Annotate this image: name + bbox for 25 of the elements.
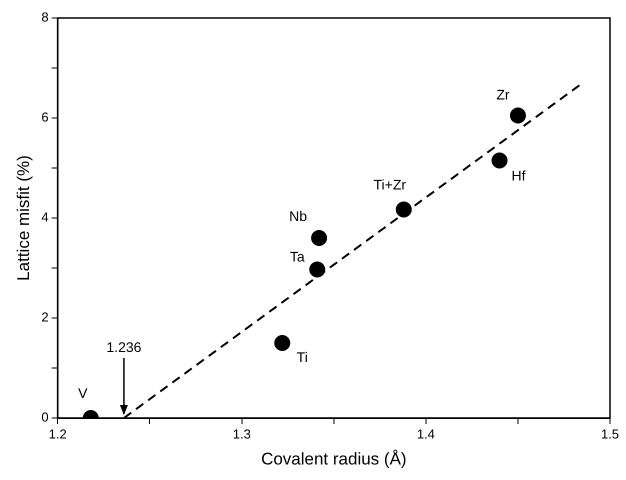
annotation: Hf [512, 167, 526, 184]
point [492, 152, 508, 168]
point [396, 202, 412, 218]
x-tick-label: 1.2 [48, 426, 67, 442]
annotation: 1.236 [106, 338, 142, 355]
x-tick-label: 1.5 [600, 426, 620, 442]
point [274, 335, 290, 351]
annotation: Ta [290, 248, 305, 264]
x-tick-label: 1.4 [416, 426, 435, 442]
y-tick-label: 0 [41, 410, 49, 425]
point [309, 262, 326, 278]
y-tick-label: 4 [41, 210, 49, 225]
x-tick-label: 1.3 [232, 426, 251, 442]
y-tick-label: 2 [41, 310, 49, 325]
y-tick-label: 6 [41, 110, 49, 125]
annotation: Zr [496, 86, 510, 102]
annotation: V [78, 384, 88, 401]
annotation: Ti [296, 348, 308, 365]
point [510, 108, 526, 124]
x-axis-title: Covalent radius (Å) [261, 449, 407, 468]
annotation: Ti+Zr [374, 176, 406, 192]
y-tick-label: 8 [41, 10, 49, 25]
annotation: Nb [289, 208, 308, 224]
point [311, 230, 328, 246]
y-axis-title: Lattice misfit (%) [14, 155, 33, 281]
